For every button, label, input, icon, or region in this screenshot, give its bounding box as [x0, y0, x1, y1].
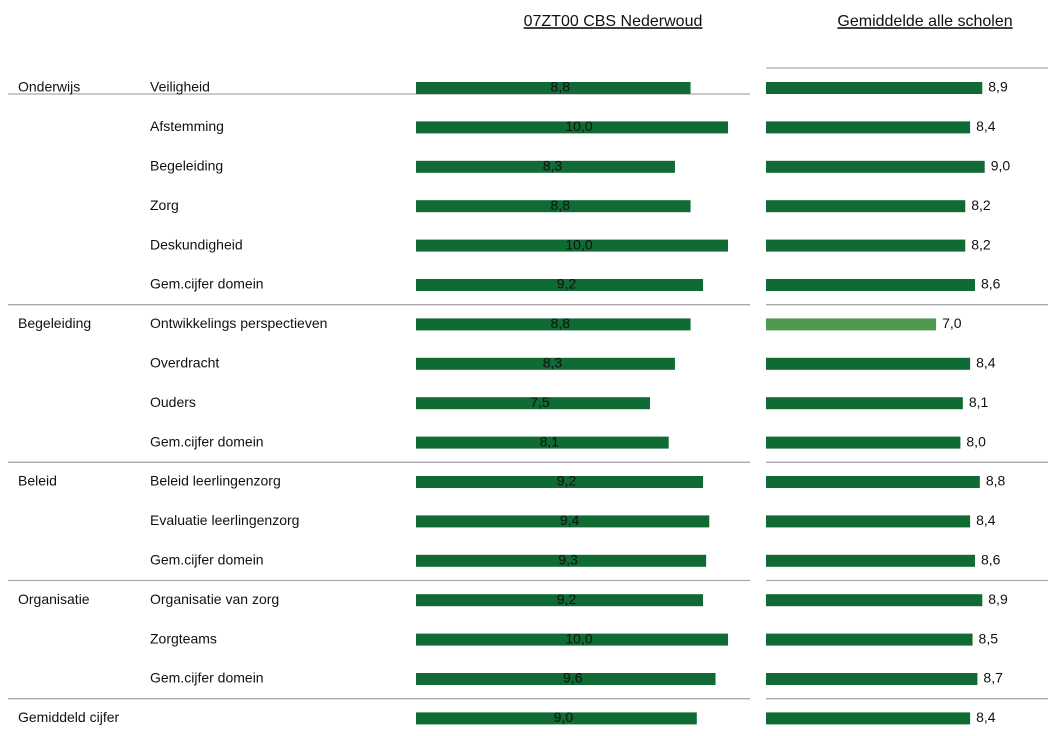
row-label: Gem.cijfer domein [150, 670, 264, 686]
value-label: 8,4 [976, 512, 996, 528]
group-label: Onderwijs [18, 79, 80, 95]
value-label: 8,8 [551, 315, 571, 331]
bar [416, 121, 728, 134]
bar [416, 160, 675, 173]
bar [416, 357, 675, 370]
bar [416, 200, 691, 213]
value-label: 8,0 [966, 433, 986, 449]
bar [416, 476, 704, 488]
value-label: 8,4 [976, 118, 996, 134]
value-label: 8,8 [551, 197, 571, 213]
bar [766, 594, 983, 607]
row-label: Organisatie van zorg [150, 591, 279, 607]
group-label: Gemiddeld cijfer [18, 709, 119, 725]
value-label: 8,3 [543, 158, 563, 174]
bar [416, 712, 697, 725]
value-label: 9,6 [563, 670, 583, 686]
row-label: Beleid leerlingenzorg [150, 473, 281, 489]
series-header: 07ZT00 CBS Nederwoud [524, 13, 703, 30]
value-label: 8,9 [988, 591, 1008, 607]
row-label: Ontwikkelings perspectieven [150, 315, 327, 331]
bar [416, 239, 728, 252]
bar [416, 594, 704, 607]
value-label: 8,2 [971, 236, 991, 252]
bar [766, 82, 983, 94]
bar [416, 82, 691, 94]
value-label: 10,0 [565, 630, 592, 646]
bar [766, 279, 975, 291]
row-label: Zorgteams [150, 630, 217, 646]
group-label: Organisatie [18, 591, 90, 607]
row-label: Overdracht [150, 355, 219, 371]
value-label: 10,0 [565, 236, 592, 252]
bar [766, 515, 971, 528]
value-label: 9,2 [557, 591, 577, 607]
bar [416, 397, 650, 410]
bar [416, 436, 669, 449]
value-label: 8,6 [981, 276, 1001, 292]
bar [416, 515, 710, 528]
bar [766, 318, 937, 331]
value-label: 9,2 [557, 473, 577, 489]
value-label: 8,3 [543, 355, 563, 371]
value-label: 10,0 [565, 118, 592, 134]
row-label: Ouders [150, 394, 196, 410]
value-label: 9,0 [991, 158, 1011, 174]
bar [766, 397, 963, 410]
value-label: 8,4 [976, 709, 996, 725]
value-label: 9,2 [557, 276, 577, 292]
bar [766, 712, 971, 725]
value-label: 8,8 [986, 473, 1006, 489]
value-label: 7,5 [530, 394, 550, 410]
bar [416, 318, 691, 331]
value-label: 9,0 [554, 709, 574, 725]
row-label: Gem.cijfer domein [150, 552, 264, 568]
value-label: 8,1 [969, 394, 989, 410]
value-label: 8,2 [971, 197, 991, 213]
bar [766, 160, 985, 173]
group-label: Beleid [18, 473, 57, 489]
value-label: 8,7 [983, 670, 1003, 686]
bar [766, 673, 978, 685]
value-label: 8,1 [540, 433, 560, 449]
bar [416, 279, 704, 291]
value-label: 8,9 [988, 79, 1008, 95]
bar [766, 121, 971, 134]
bar [416, 673, 716, 685]
value-label: 8,5 [979, 630, 999, 646]
row-label: Gem.cijfer domein [150, 276, 264, 292]
row-label: Veiligheid [150, 79, 210, 95]
row-label: Gem.cijfer domein [150, 433, 264, 449]
value-label: 9,3 [558, 552, 578, 568]
bar [766, 476, 980, 488]
bar [416, 633, 728, 646]
row-label: Begeleiding [150, 158, 223, 174]
bar [766, 436, 961, 449]
value-label: 7,0 [942, 315, 962, 331]
value-label: 9,4 [560, 512, 580, 528]
series-header: Gemiddelde alle scholen [837, 13, 1012, 30]
row-label: Deskundigheid [150, 236, 243, 252]
value-label: 8,4 [976, 355, 996, 371]
bar [766, 200, 966, 213]
value-label: 8,6 [981, 552, 1001, 568]
row-label: Zorg [150, 197, 179, 213]
value-label: 8,8 [551, 79, 571, 95]
bar [416, 554, 707, 567]
bar [766, 633, 973, 646]
bar [766, 239, 966, 252]
row-label: Evaluatie leerlingenzorg [150, 512, 299, 528]
group-label: Begeleiding [18, 315, 91, 331]
bar [766, 357, 971, 370]
bar [766, 554, 975, 567]
row-label: Afstemming [150, 118, 224, 134]
